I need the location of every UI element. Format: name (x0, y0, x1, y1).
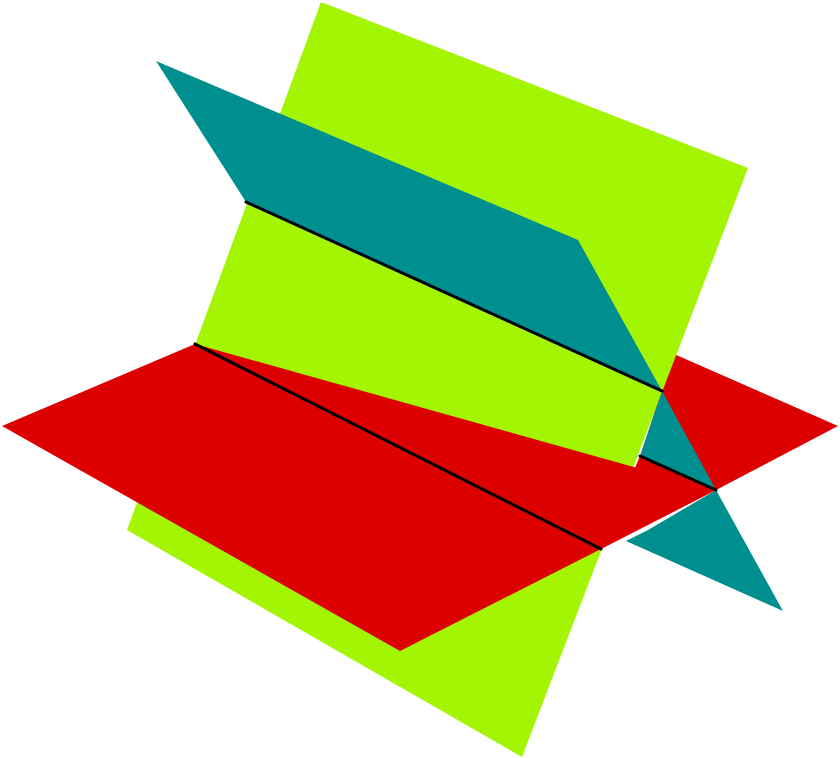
teal-plane-upper (156, 61, 662, 391)
red-plane-front-right-wedge (601, 456, 716, 549)
intersection-line-red-green (193, 342, 603, 551)
teal-plane-lower-right (626, 490, 783, 611)
teal-plane-middle-right (640, 391, 716, 490)
intersection-line-teal-green (244, 200, 664, 393)
red-plane-front (2, 344, 716, 651)
intersection-line-teal-red (638, 454, 718, 492)
